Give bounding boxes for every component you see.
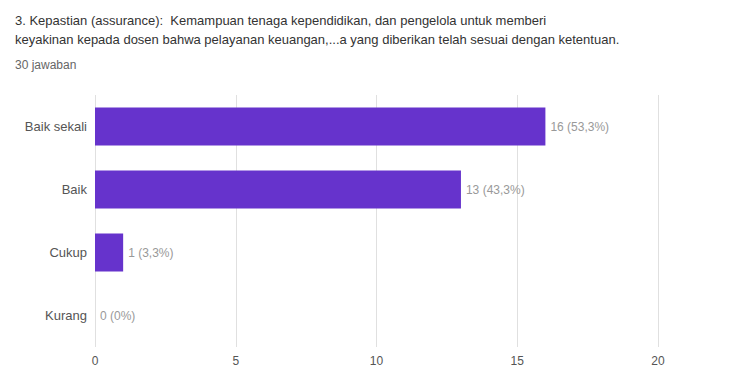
svg-text:10: 10: [370, 354, 384, 368]
svg-text:20: 20: [651, 354, 665, 368]
svg-text:Cukup: Cukup: [49, 245, 87, 260]
svg-text:3. Kepastian (assurance): Kem: 3. Kepastian (assurance): Kemampuan tena…: [15, 13, 546, 28]
svg-text:5: 5: [232, 354, 239, 368]
svg-text:1 (3,3%): 1 (3,3%): [128, 246, 173, 260]
svg-text:Baik sekali: Baik sekali: [25, 119, 87, 134]
svg-text:16 (53,3%): 16 (53,3%): [550, 120, 609, 134]
svg-text:Kurang: Kurang: [45, 308, 87, 323]
svg-text:0: 0: [92, 354, 99, 368]
svg-text:30 jawaban: 30 jawaban: [15, 58, 76, 72]
svg-text:keyakinan kepada dosen bahwa p: keyakinan kepada dosen bahwa pelayanan k…: [15, 32, 619, 47]
svg-text:Baik: Baik: [62, 182, 88, 197]
svg-text:0 (0%): 0 (0%): [100, 309, 135, 323]
svg-text:15: 15: [511, 354, 525, 368]
svg-text:13 (43,3%): 13 (43,3%): [466, 183, 525, 197]
